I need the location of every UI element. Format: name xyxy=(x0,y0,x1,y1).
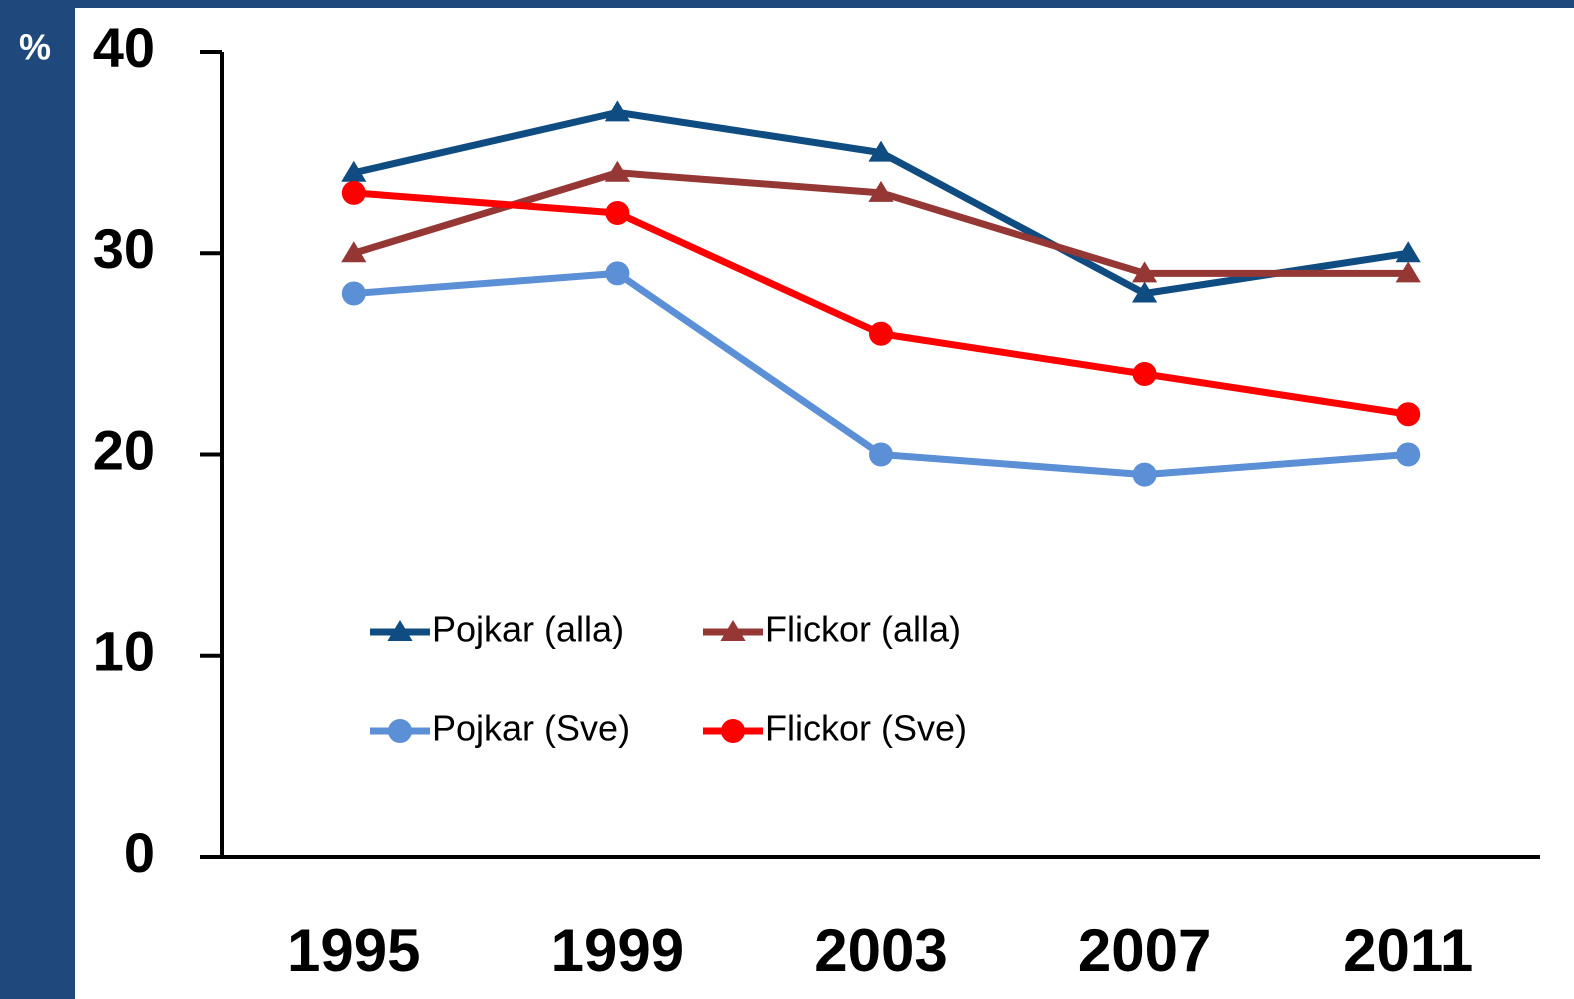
legend-label: Flickor (Sve) xyxy=(765,708,967,749)
marker xyxy=(387,620,413,641)
y-tick-label: 20 xyxy=(93,418,155,481)
y-axis-label: % xyxy=(19,27,51,68)
marker xyxy=(341,180,366,205)
x-tick-label: 2011 xyxy=(1343,917,1473,984)
marker xyxy=(868,180,894,202)
marker xyxy=(1396,442,1421,467)
marker xyxy=(388,719,412,743)
legend-label: Flickor (alla) xyxy=(765,609,961,650)
legend-label: Pojkar (alla) xyxy=(432,609,624,650)
y-tick-label: 30 xyxy=(93,217,155,280)
marker xyxy=(1395,261,1421,283)
marker xyxy=(1396,402,1421,427)
marker xyxy=(868,140,894,162)
marker xyxy=(1395,241,1421,263)
x-tick-label: 2003 xyxy=(814,917,947,984)
marker xyxy=(604,160,630,182)
x-tick-label: 1995 xyxy=(287,917,420,984)
legend-label: Pojkar (Sve) xyxy=(432,708,630,749)
y-tick-label: 10 xyxy=(93,620,155,683)
y-tick-label: 0 xyxy=(124,821,155,884)
marker xyxy=(1132,261,1158,283)
y-tick-label: 40 xyxy=(93,16,155,79)
marker xyxy=(721,719,745,743)
marker xyxy=(1132,281,1158,303)
marker xyxy=(341,241,367,263)
marker xyxy=(341,160,367,182)
marker xyxy=(604,100,630,122)
marker xyxy=(605,201,630,225)
marker xyxy=(1132,462,1157,487)
series-line xyxy=(353,189,1409,418)
marker xyxy=(605,261,630,286)
marker xyxy=(720,620,746,641)
x-tick-label: 2007 xyxy=(1078,917,1211,984)
top-band xyxy=(0,0,1574,8)
marker xyxy=(341,281,366,306)
marker xyxy=(869,321,893,346)
marker xyxy=(1132,362,1157,386)
side-band xyxy=(0,0,75,999)
x-tick-label: 1999 xyxy=(551,917,684,984)
marker xyxy=(869,442,893,467)
